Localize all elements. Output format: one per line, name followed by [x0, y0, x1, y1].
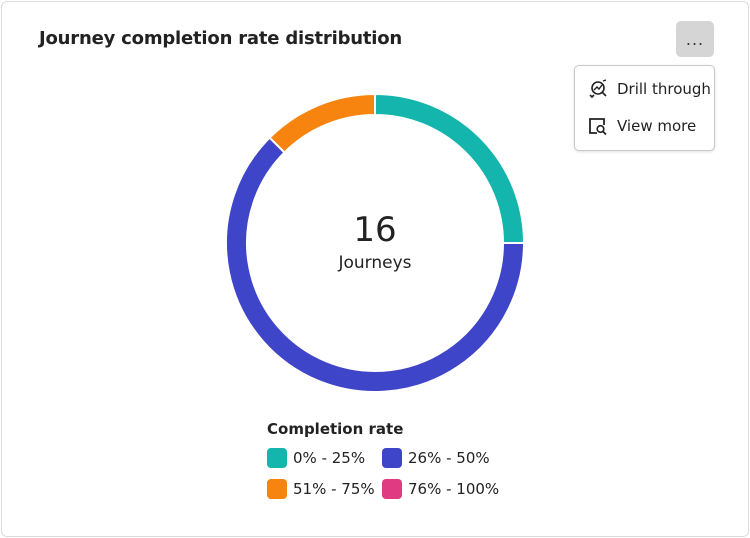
donut-slice-3[interactable]	[268, 92, 376, 154]
more-options-menu: Drill through View more	[574, 65, 715, 151]
legend-item: 76% - 100%	[382, 479, 499, 499]
legend-item: 0% - 25%	[267, 448, 365, 468]
view-more-icon	[589, 118, 607, 136]
menu-item-view-more[interactable]: View more	[588, 112, 696, 140]
legend-swatch	[267, 479, 287, 499]
legend-swatch	[382, 479, 402, 499]
menu-item-label: Drill through	[617, 80, 711, 98]
legend-label: 0% - 25%	[293, 449, 366, 467]
more-options-button[interactable]: ...	[676, 21, 714, 57]
donut-center-value: 16	[353, 210, 397, 250]
menu-item-label: View more	[617, 117, 697, 135]
legend-swatch	[267, 448, 287, 468]
menu-item-drill-through[interactable]: Drill through	[588, 75, 711, 103]
legend-swatch	[382, 448, 402, 468]
card-title: Journey completion rate distribution	[39, 28, 403, 49]
legend-label: 51% - 75%	[293, 480, 375, 498]
legend-item: 26% - 50%	[382, 448, 490, 468]
legend-label: 76% - 100%	[408, 480, 500, 498]
legend-label: 26% - 50%	[408, 449, 490, 467]
legend-title: Completion rate	[267, 420, 404, 438]
legend-item: 51% - 75%	[267, 479, 375, 499]
donut-center-label: Journeys	[338, 253, 412, 273]
drill-through-icon	[589, 79, 607, 99]
